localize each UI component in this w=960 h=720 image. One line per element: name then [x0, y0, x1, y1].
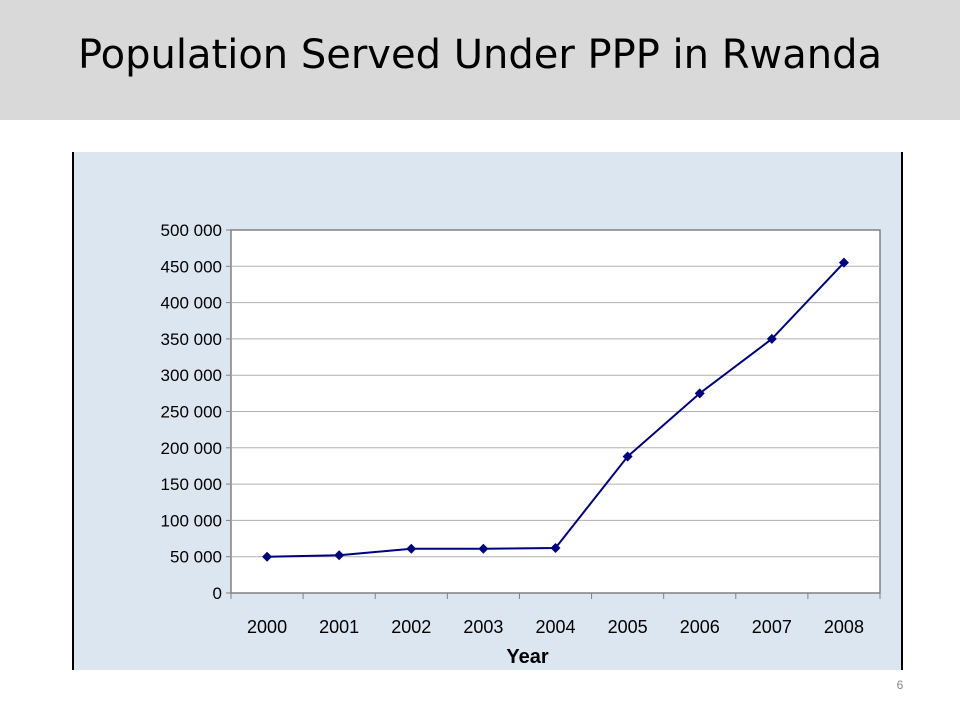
data-point-2008 [838, 257, 849, 268]
x-tick-label: 2001 [319, 617, 359, 637]
x-tick-label: 2006 [680, 617, 720, 637]
data-point-2002 [406, 543, 417, 554]
x-tick-label: 2007 [752, 617, 792, 637]
data-point-2007 [766, 333, 777, 344]
y-tick-label: 300 000 [161, 366, 222, 385]
title-bar [0, 0, 960, 120]
x-tick-label: 2000 [247, 617, 287, 637]
x-tick-label: 2005 [608, 617, 648, 637]
slide-number: 6 [896, 678, 904, 692]
x-tick-label: 2008 [824, 617, 864, 637]
line-chart: 0 50 000 100 000 150 000 200 000 250 000 300 0… [161, 221, 881, 668]
x-tick-label: 2004 [535, 617, 575, 637]
y-tick-label: 50 000 [170, 548, 222, 567]
data-point-2005 [622, 451, 633, 462]
data-point-2006 [694, 388, 705, 399]
chart-area: 0 50 000 100 000 150 000 200 000 250 000 300 0… [72, 152, 903, 670]
y-tick-label: 350 000 [161, 330, 222, 349]
y-tick-label: 100 000 [161, 511, 222, 530]
x-axis-label: Year [506, 646, 548, 668]
x-tick-label: 2002 [391, 617, 431, 637]
y-tick-label: 400 000 [161, 294, 222, 313]
data-point-2000 [262, 551, 273, 562]
y-tick-label: 200 000 [161, 439, 222, 458]
y-tick-label: 0 [213, 584, 222, 603]
slide-title: Population Served Under PPP in Rwanda [77, 32, 883, 78]
y-tick-label: 450 000 [161, 257, 222, 276]
x-tick-label: 2003 [463, 617, 503, 637]
y-tick-label: 150 000 [161, 475, 222, 494]
data-point-2001 [334, 550, 345, 561]
y-tick-label: 500 000 [161, 221, 222, 240]
data-point-2004 [550, 542, 561, 553]
data-point-2003 [478, 543, 489, 554]
y-tick-label: 250 000 [161, 403, 222, 422]
